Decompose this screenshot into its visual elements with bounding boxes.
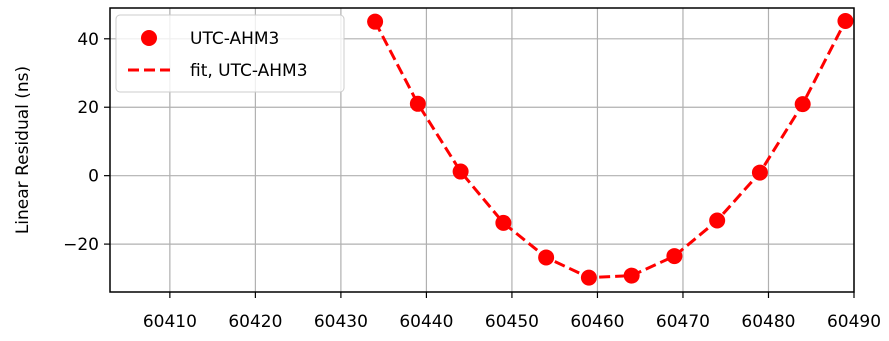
- y-tick-label: 20: [77, 98, 99, 118]
- data-point: [495, 214, 512, 231]
- data-point: [452, 163, 469, 180]
- y-tick-label: 40: [77, 30, 99, 50]
- y-axis-label: Linear Residual (ns): [13, 66, 33, 234]
- grid: [110, 8, 855, 292]
- data-point: [623, 267, 640, 284]
- x-tick-label: 60470: [656, 312, 710, 332]
- x-tick-label: 60480: [741, 312, 795, 332]
- y-tick-label: 0: [88, 167, 99, 187]
- data-point: [580, 269, 597, 286]
- data-point: [837, 13, 854, 30]
- x-tick-label: 60430: [314, 312, 368, 332]
- marker-series: [367, 13, 854, 286]
- y-tick-label: −20: [63, 235, 99, 255]
- x-tick-label: 60490: [827, 312, 881, 332]
- legend-label-markers: UTC-AHM3: [190, 29, 279, 49]
- x-tick-label: 60420: [228, 312, 282, 332]
- data-point: [751, 164, 768, 181]
- fit-line-series: [373, 20, 847, 280]
- data-point: [666, 248, 683, 265]
- data-point: [367, 13, 384, 30]
- data-point: [794, 96, 811, 113]
- x-tick-label: 60440: [399, 312, 453, 332]
- legend-box: [115, 14, 345, 93]
- fit-line: [373, 20, 847, 280]
- x-tick-label: 60460: [570, 312, 624, 332]
- data-point: [709, 212, 726, 229]
- x-tick-label: 60410: [143, 312, 197, 332]
- legend-label-fit: fit, UTC-AHM3: [190, 61, 308, 81]
- legend-marker-symbol: [141, 30, 157, 46]
- plot-frame: [109, 7, 855, 293]
- axis-ticks: 60410 60420 60430 60440 60450 60460 60470 60480…: [63, 30, 881, 332]
- legend: UTC-AHM3 fit, UTC-AHM3: [115, 14, 345, 93]
- x-tick-label: 60450: [485, 312, 539, 332]
- data-point: [409, 95, 426, 112]
- data-point: [538, 249, 555, 266]
